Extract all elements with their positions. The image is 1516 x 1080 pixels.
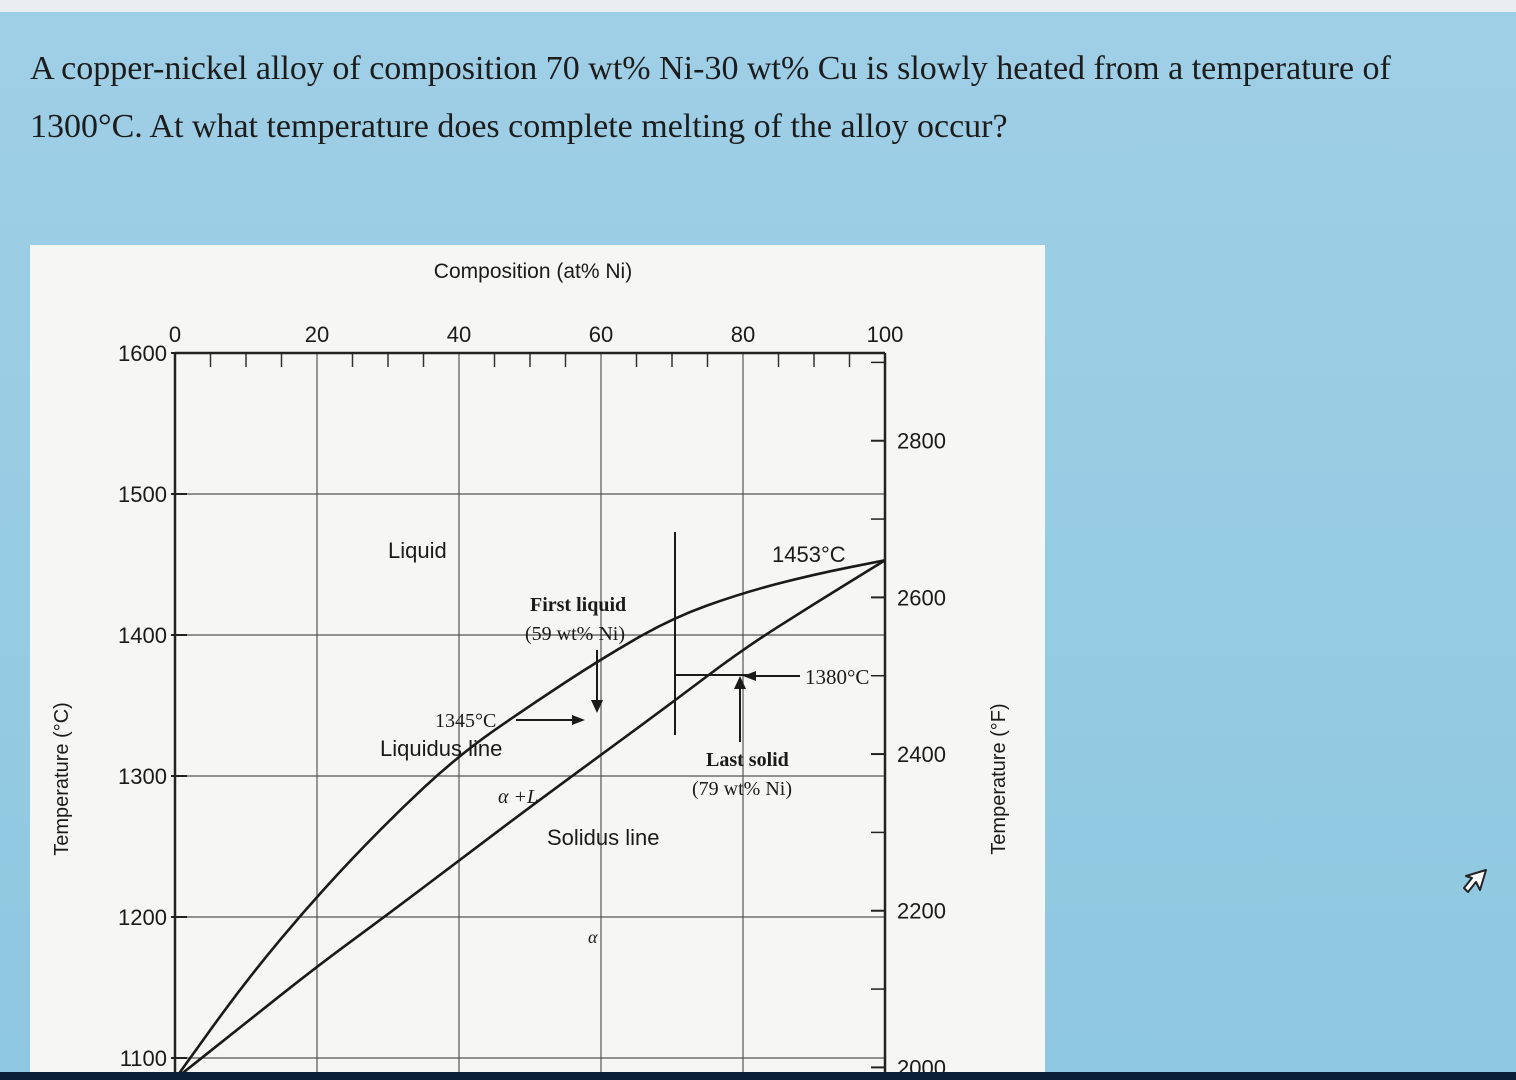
y-tick-label: 1400 (118, 623, 167, 648)
y-tick-label: 1100 (120, 1046, 167, 1071)
x-tick-label: 80 (731, 322, 755, 347)
phase-diagram-chart: 0 20 40 60 80 100 1600 1500 1400 1300 1200 1100 2800… (51, 260, 1010, 1080)
arrow-1345-head (572, 715, 585, 725)
annotation-last-solid: Last solid (706, 749, 789, 771)
x-tick-label: 60 (589, 322, 613, 347)
phase-diagram-panel: 0 20 40 60 80 100 1600 1500 1400 1300 1200 1100 2800… (30, 245, 1045, 1080)
y2-tick-label: 2200 (897, 899, 946, 924)
annotation-1453c: 1453°C (772, 542, 846, 567)
annotation-alpha: α (588, 927, 598, 947)
question-text: A copper-nickel alloy of composition 70 … (30, 50, 1391, 145)
mouse-cursor-icon (1463, 869, 1487, 893)
annotation-1380c: 1380°C (805, 665, 869, 689)
taskbar (0, 1072, 1516, 1080)
x-tick-label: 20 (305, 322, 329, 347)
annotation-first-liquid: First liquid (530, 594, 626, 616)
x-tick-label: 0 (169, 322, 181, 347)
y-tick-label: 1300 (118, 764, 167, 789)
annotation-last-solid-comp: (79 wt% Ni) (692, 778, 792, 800)
x-axis-title: Composition (at% Ni) (434, 260, 632, 283)
arrow-1380-head (743, 671, 756, 681)
y-tick-label: 1600 (118, 341, 167, 366)
annotation-alpha-plus-l: α +L (498, 786, 538, 808)
y-tick-label: 1500 (118, 482, 167, 507)
y2-tick-label: 2400 (897, 742, 946, 767)
annotation-liquidus-line: Liquidus line (380, 736, 502, 761)
annotation-1345c: 1345°C (435, 710, 496, 732)
y-axis-title: Temperature (°C) (51, 702, 73, 856)
first-liquid-arrowhead (591, 700, 603, 713)
y2-tick-label: 2600 (897, 585, 946, 610)
solidus-line-curve (174, 559, 886, 1080)
y2-axis-title: Temperature (°F) (988, 703, 1010, 854)
y-tick-label: 1200 (118, 905, 167, 930)
x-tick-label: 40 (447, 322, 471, 347)
annotation-first-liquid-comp: (59 wt% Ni) (525, 623, 625, 645)
last-solid-arrowhead (734, 676, 746, 689)
y2-tick-label: 2800 (897, 429, 946, 454)
liquidus-line-curve (173, 558, 886, 1080)
x-tick-label: 100 (867, 322, 904, 347)
top-strip (0, 0, 1516, 12)
annotation-liquid: Liquid (388, 538, 447, 563)
annotation-solidus-line: Solidus line (547, 825, 660, 850)
